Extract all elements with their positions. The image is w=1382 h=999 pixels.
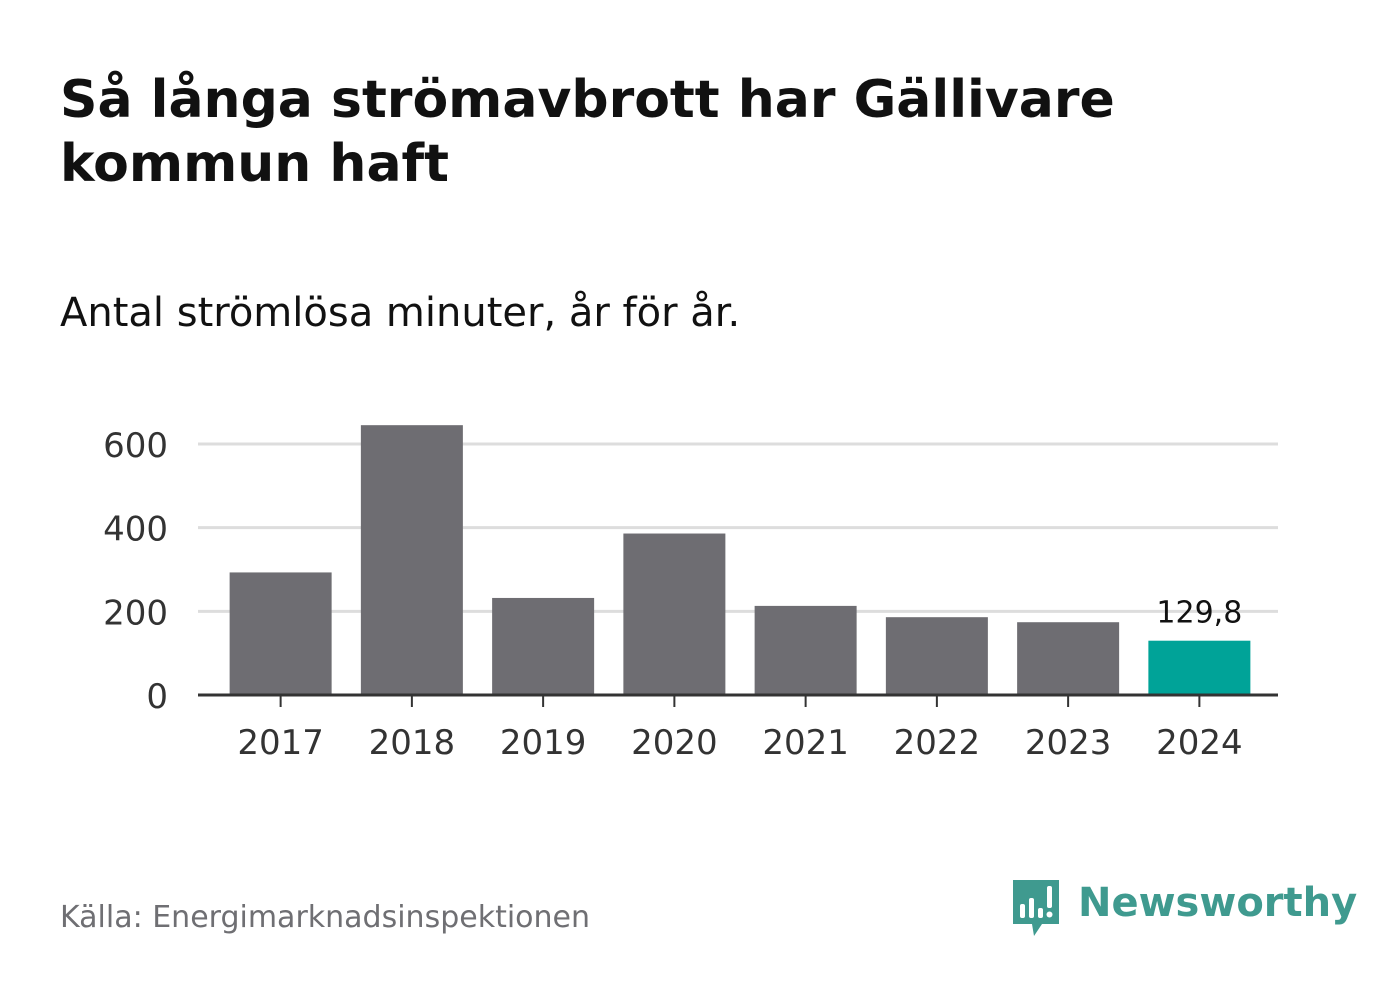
y-tick-label: 600 bbox=[103, 426, 168, 466]
bar-2022 bbox=[885, 617, 988, 695]
bar-2020 bbox=[623, 533, 726, 695]
x-tick-label: 2024 bbox=[1156, 723, 1243, 763]
bar-2019 bbox=[492, 597, 595, 695]
x-tick-label: 2020 bbox=[631, 723, 718, 763]
newsworthy-logo-icon bbox=[1013, 880, 1059, 936]
x-tick-label: 2019 bbox=[500, 723, 587, 763]
bar-2021 bbox=[754, 605, 857, 695]
x-tick-label: 2023 bbox=[1025, 723, 1112, 763]
bar-2017 bbox=[229, 572, 332, 695]
y-tick-label: 200 bbox=[103, 593, 168, 633]
y-tick-label: 400 bbox=[103, 510, 168, 550]
x-tick-label: 2017 bbox=[237, 723, 324, 763]
chart-title: Så långa strömavbrott har Gällivare komm… bbox=[60, 70, 1115, 194]
data-label: 129,8 bbox=[1156, 596, 1242, 631]
x-tick-label: 2018 bbox=[369, 723, 456, 763]
x-tick-label: 2022 bbox=[894, 723, 981, 763]
chart-subtitle: Antal strömlösa minuter, år för år. bbox=[60, 290, 741, 336]
y-tick-label: 0 bbox=[146, 677, 168, 717]
bar-2023 bbox=[1017, 622, 1120, 695]
x-tick-label: 2021 bbox=[762, 723, 849, 763]
bar-2024 bbox=[1148, 640, 1251, 695]
source-note: Källa: Energimarknadsinspektionen bbox=[60, 900, 591, 935]
bar-2018 bbox=[360, 425, 463, 695]
brand-name: Newsworthy bbox=[1078, 880, 1358, 926]
